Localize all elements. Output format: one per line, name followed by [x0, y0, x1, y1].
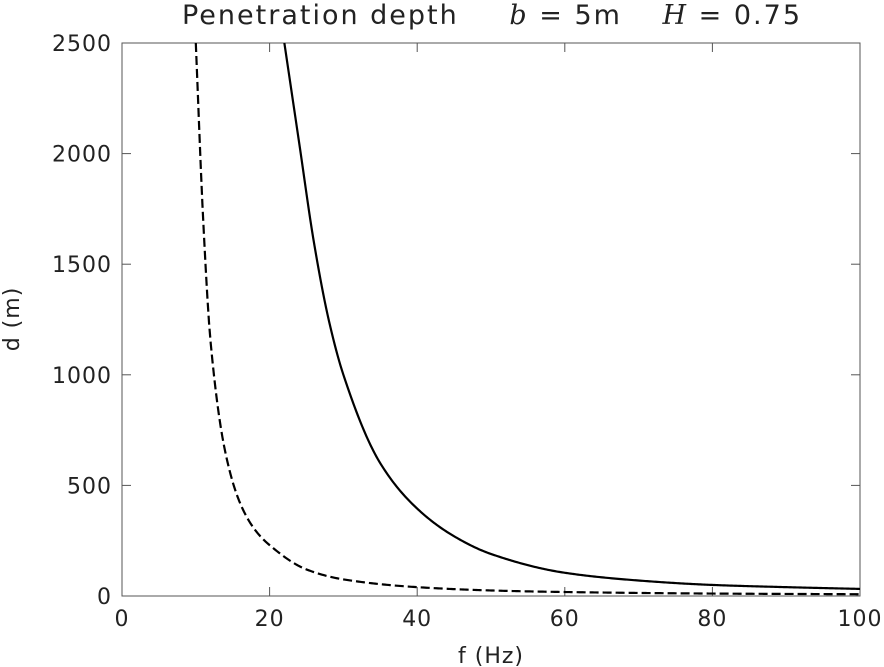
- title-h-symbol: H: [662, 0, 689, 31]
- x-tick-label: 0: [115, 607, 130, 632]
- chart-title: Penetration depth b = 5m H = 0.75: [182, 0, 802, 31]
- y-axis-label: d (m): [0, 287, 25, 352]
- x-tick-label: 100: [838, 607, 883, 632]
- title-b-symbol: b: [509, 0, 528, 31]
- y-tick-label: 0: [97, 585, 112, 610]
- title-b-value: = 5m: [539, 0, 622, 31]
- x-tick-label: 80: [697, 607, 727, 632]
- y-tick-label: 500: [67, 474, 112, 499]
- solid-series-line: [283, 43, 860, 591]
- axis-ticks: [121, 42, 861, 597]
- x-tick-label: 60: [550, 607, 580, 632]
- x-tick-label: 20: [255, 607, 285, 632]
- x-tick-labels: 0 20 40 60 80 100: [115, 607, 883, 632]
- x-axis-label: f (Hz): [458, 644, 524, 667]
- y-tick-labels: 0 500 1000 1500 2000 2500: [52, 32, 112, 610]
- y-tick-label: 1500: [52, 253, 112, 278]
- y-tick-label: 1000: [52, 364, 112, 389]
- y-tick-label: 2000: [52, 143, 112, 168]
- y-tick-label: 2500: [52, 32, 112, 57]
- plot-area-frame: [121, 42, 861, 597]
- title-h-value: = 0.75: [699, 0, 802, 31]
- title-prefix: Penetration depth: [182, 0, 459, 31]
- dashed-series-line: [194, 43, 860, 596]
- x-tick-label: 40: [402, 607, 432, 632]
- series-layer: [194, 43, 860, 596]
